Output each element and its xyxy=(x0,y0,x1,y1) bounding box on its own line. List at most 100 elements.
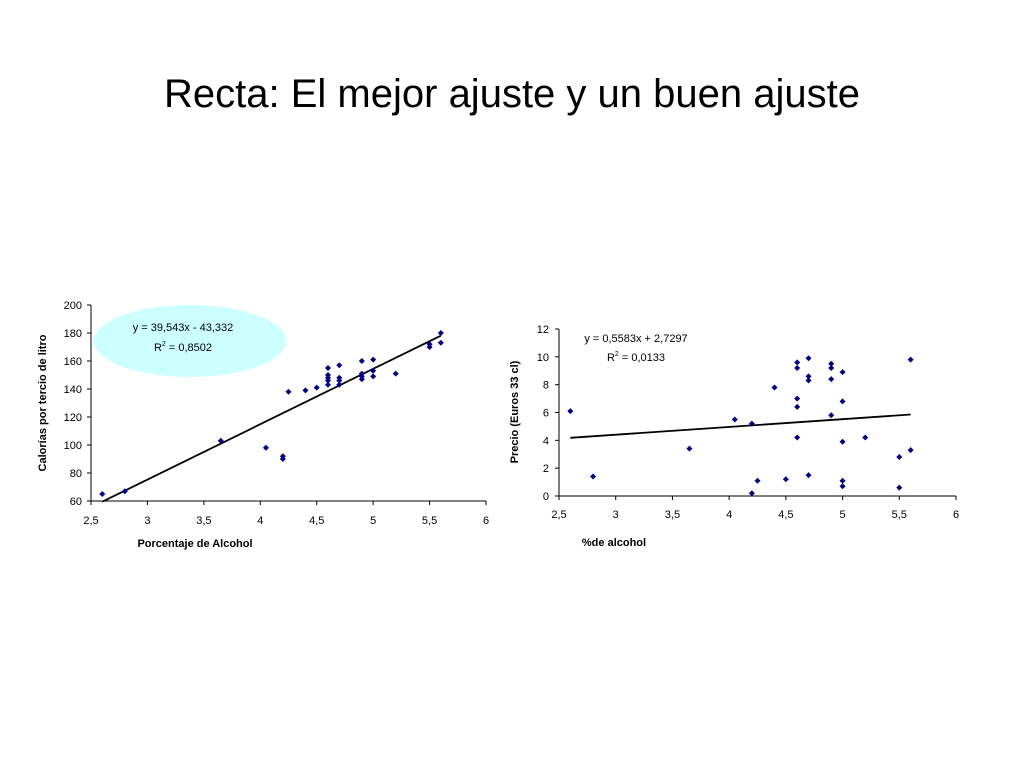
y-tick-label: 200 xyxy=(64,300,82,312)
x-tick-label: 5 xyxy=(370,515,376,527)
data-point xyxy=(325,377,331,384)
x-tick-label: 4,5 xyxy=(778,509,793,521)
r-squared-label: R2 = 0,0133 xyxy=(607,351,665,364)
data-point xyxy=(748,420,755,427)
y-tick-label: 12 xyxy=(537,324,549,336)
data-point xyxy=(907,356,914,363)
data-point xyxy=(828,360,835,367)
y-tick-label: 4 xyxy=(543,435,549,447)
data-point xyxy=(217,437,224,444)
y-tick-label: 60 xyxy=(70,496,82,508)
data-point xyxy=(839,477,846,484)
data-point xyxy=(828,376,835,383)
data-point xyxy=(370,373,377,380)
trendline xyxy=(570,413,911,439)
data-point xyxy=(392,370,399,377)
data-point xyxy=(748,490,755,497)
x-tick-label: 3,5 xyxy=(665,509,680,521)
x-tick-label: 3 xyxy=(144,515,150,527)
data-point xyxy=(805,355,812,362)
y-tick-label: 140 xyxy=(64,384,82,396)
data-point xyxy=(805,373,812,380)
data-point xyxy=(437,330,444,336)
data-point xyxy=(567,408,574,415)
y-tick-label: 80 xyxy=(70,468,82,480)
y-axis-title: Precio (Euros 33 cl) xyxy=(509,360,521,463)
data-point xyxy=(590,473,597,480)
x-axis-title: %de alcohol xyxy=(582,537,646,549)
data-point xyxy=(336,362,343,369)
data-point xyxy=(782,476,789,483)
x-tick-label: 6 xyxy=(483,515,489,527)
x-tick-label: 4 xyxy=(257,515,263,527)
data-point xyxy=(794,403,801,410)
data-point xyxy=(896,454,903,461)
y-tick-label: 6 xyxy=(543,408,549,420)
data-point xyxy=(805,377,812,384)
data-point xyxy=(336,377,343,384)
trendline-equation: y = 0,5583x + 2,7297 xyxy=(584,333,687,345)
data-point xyxy=(358,376,365,383)
data-point xyxy=(839,398,846,405)
y-tick-label: 0 xyxy=(543,491,549,503)
data-point xyxy=(731,416,738,423)
trendline-equation: y = 39,543x - 43,332 xyxy=(133,322,234,334)
data-point xyxy=(285,388,292,395)
x-tick-label: 5,5 xyxy=(892,509,907,521)
data-point xyxy=(99,491,106,497)
data-point xyxy=(121,488,128,495)
chart-1: 2,5 3 3,5 4 4,5 5 5,5 6 60 80 100 120 140 160 180 200 Po… xyxy=(37,300,489,550)
chart-2: 2,5 3 3,5 4 4,5 5 5,5 6 0 2 4 6 8 10 12 %de alcohol Prec… xyxy=(509,324,959,549)
x-tick-label: 5 xyxy=(840,509,846,521)
data-point xyxy=(907,447,914,454)
data-point xyxy=(325,381,331,388)
x-tick-label: 3,5 xyxy=(196,515,211,527)
y-tick-label: 180 xyxy=(64,328,82,340)
x-tick-label: 3 xyxy=(613,509,619,521)
data-point xyxy=(828,364,835,371)
data-point xyxy=(794,434,801,441)
y-tick-label: 8 xyxy=(543,380,549,392)
data-point xyxy=(313,384,320,391)
data-point xyxy=(839,483,846,490)
data-point xyxy=(279,456,286,462)
x-axis-title: Porcentaje de Alcohol xyxy=(137,538,252,550)
x-tick-label: 6 xyxy=(953,509,959,521)
data-point xyxy=(686,445,693,452)
data-point xyxy=(262,444,269,451)
equation-bubble xyxy=(94,305,286,377)
data-point xyxy=(370,367,377,374)
data-point xyxy=(426,344,433,350)
data-point xyxy=(862,434,869,441)
y-tick-label: 120 xyxy=(64,412,82,424)
data-point xyxy=(358,358,365,364)
data-point xyxy=(896,484,903,491)
data-point xyxy=(370,356,377,363)
data-point xyxy=(839,369,846,376)
data-point xyxy=(794,364,801,371)
slide-title: Recta: El mejor ajuste y un buen ajuste xyxy=(164,72,860,116)
x-tick-label: 5,5 xyxy=(422,515,437,527)
data-point xyxy=(794,359,801,366)
y-axis-title: Calorías por tercio de litro xyxy=(37,334,49,471)
data-point xyxy=(771,384,778,391)
x-tick-label: 2,5 xyxy=(551,509,566,521)
trendline xyxy=(101,334,442,503)
r-squared-label: R2 = 0,8502 xyxy=(154,341,212,354)
data-point xyxy=(805,472,812,479)
data-point xyxy=(839,438,846,445)
y-tick-label: 100 xyxy=(64,440,82,452)
data-point xyxy=(302,387,309,394)
data-point xyxy=(336,381,343,388)
y-tick-label: 2 xyxy=(543,463,549,475)
x-tick-label: 4 xyxy=(726,509,732,521)
y-tick-label: 10 xyxy=(537,352,549,364)
data-point xyxy=(325,365,331,371)
data-point xyxy=(754,477,761,484)
data-point xyxy=(794,395,801,402)
data-point xyxy=(437,339,444,346)
y-tick-label: 160 xyxy=(64,356,82,368)
x-tick-label: 4,5 xyxy=(309,515,324,527)
x-tick-label: 2,5 xyxy=(83,515,98,527)
